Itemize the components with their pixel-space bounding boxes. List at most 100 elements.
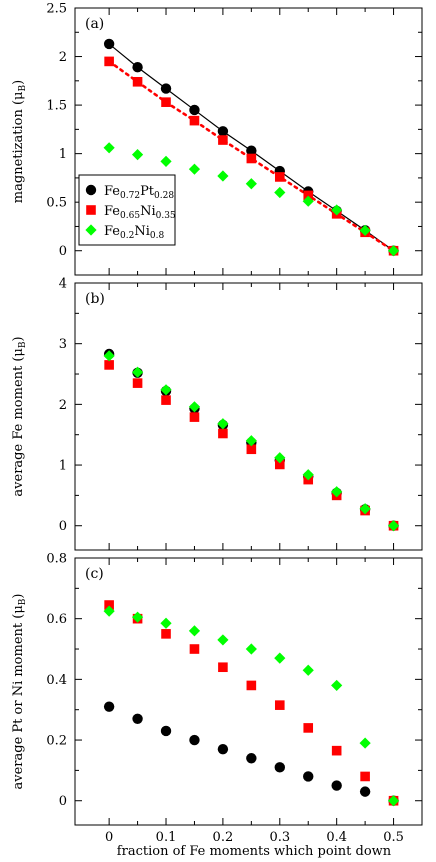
y-axis-label-text: average Fe moment (μB) bbox=[11, 336, 28, 496]
x-tick-label: 0 bbox=[105, 830, 113, 845]
data-point-FeNi80 bbox=[302, 195, 314, 207]
data-point-FeNi35 bbox=[104, 56, 114, 67]
data-point-FeNi35 bbox=[104, 360, 114, 370]
y-tick-label: 0.2 bbox=[46, 734, 67, 749]
panel-b: 0 1 2 3 4 average Fe moment (μB) (b) bbox=[11, 277, 423, 551]
y-axis-label-text: average Pt or Ni moment (μB) bbox=[11, 594, 28, 790]
y-tick-label: 2.5 bbox=[46, 2, 67, 17]
y-tick-label: 4 bbox=[59, 277, 67, 292]
data-point-FeNi35 bbox=[161, 629, 171, 639]
y-tick-label: 1.5 bbox=[46, 99, 67, 114]
y-tick-label: 1 bbox=[59, 147, 67, 162]
y-axis-label-text: magnetization (μB) bbox=[11, 80, 28, 203]
data-point-FeNi80 bbox=[302, 469, 314, 481]
legend: Fe0.72Pt0.28 Fe0.65Ni0.35 Fe0.2Ni0.8 bbox=[78, 174, 176, 246]
y-tick-label: 0.5 bbox=[46, 196, 67, 211]
data-point-FeNi80 bbox=[160, 384, 172, 396]
data-point-FeNi80 bbox=[217, 418, 229, 430]
data-point-FeNi80 bbox=[359, 737, 371, 749]
data-point-FeNi35 bbox=[132, 76, 143, 87]
data-point-FeNi80 bbox=[188, 401, 201, 413]
panel-label: (c) bbox=[85, 566, 104, 582]
data-point-FeNi35 bbox=[218, 135, 228, 145]
data-point-FeNi80 bbox=[103, 350, 115, 362]
data-point-FePt bbox=[274, 762, 285, 773]
data-point-FeNi35 bbox=[189, 115, 200, 126]
data-point-FeNi80 bbox=[160, 617, 172, 629]
data-point-FeNi80 bbox=[387, 795, 400, 807]
y-tick-label: 0.4 bbox=[46, 673, 67, 688]
data-point-FeNi35 bbox=[274, 459, 285, 470]
data-point-FeNi35 bbox=[274, 172, 285, 182]
panel-a: 0 0.5 1 1.5 2 2.5 magnetization (μB) (a) Fe0.72P… bbox=[11, 2, 423, 276]
legend-label: Fe0.65Ni0.35 bbox=[104, 204, 176, 221]
data-point-FePt bbox=[217, 743, 229, 755]
data-point-FeNi80 bbox=[274, 452, 286, 464]
y-tick-label: 0 bbox=[59, 794, 67, 809]
y-tick-label: 2 bbox=[59, 398, 67, 413]
data-point-FeNi80 bbox=[302, 664, 314, 676]
data-point-FePt bbox=[189, 104, 200, 116]
panel-label: (b) bbox=[85, 291, 105, 307]
data-point-FePt bbox=[189, 734, 200, 746]
data-point-FePt bbox=[103, 38, 115, 50]
legend-marker-FePt bbox=[85, 184, 97, 196]
data-point-FeNi35 bbox=[246, 444, 257, 455]
x-tick-label: 0.3 bbox=[269, 830, 290, 845]
series-line-FeNi35 bbox=[107, 60, 395, 253]
legend-label: Fe0.72Pt0.28 bbox=[104, 184, 174, 201]
legend-marker-FeNi35 bbox=[86, 205, 96, 215]
data-point-FeNi35 bbox=[189, 412, 200, 422]
data-point-FeNi80 bbox=[245, 435, 257, 447]
data-point-FeNi80 bbox=[331, 204, 343, 216]
data-point-FeNi35 bbox=[218, 428, 228, 439]
data-point-FePt bbox=[246, 145, 257, 156]
data-point-FeNi80 bbox=[245, 643, 257, 655]
plot-frame bbox=[74, 557, 423, 826]
panel-c: 0 0.1 0.2 0.3 0.4 0.5 0 0.2 0.4 0.6 0.8 average Pt … bbox=[11, 552, 423, 845]
data-point-FeNi80 bbox=[331, 679, 343, 692]
data-point-FeNi35 bbox=[218, 662, 228, 673]
x-axis-label: fraction of Fe moments which point down bbox=[117, 844, 392, 859]
data-point-FeNi80 bbox=[131, 611, 144, 623]
plot-frame bbox=[74, 282, 423, 551]
data-point-FeNi80 bbox=[274, 186, 286, 199]
data-point-FePt bbox=[132, 62, 143, 73]
data-point-FeNi80 bbox=[217, 170, 229, 182]
y-axis-label: average Pt or Ni moment (μB) bbox=[11, 594, 28, 790]
data-point-FeNi80 bbox=[387, 520, 400, 532]
y-axis-label: magnetization (μB) bbox=[11, 80, 28, 203]
data-point-FeNi80 bbox=[274, 652, 286, 664]
y-tick-label: 0.8 bbox=[46, 552, 67, 567]
data-point-FePt bbox=[331, 780, 342, 791]
data-point-FePt bbox=[246, 753, 257, 764]
y-tick-label: 0 bbox=[59, 519, 67, 534]
data-point-FeNi35 bbox=[161, 395, 171, 405]
legend-marker-FeNi80 bbox=[85, 224, 97, 236]
data-point-FeNi80 bbox=[131, 366, 144, 378]
data-point-FeNi35 bbox=[331, 745, 342, 756]
data-point-FePt bbox=[132, 713, 143, 725]
data-point-FeNi35 bbox=[360, 771, 370, 782]
data-point-FeNi80 bbox=[131, 149, 144, 161]
data-point-FeNi80 bbox=[245, 178, 257, 190]
x-tick-label: 0.4 bbox=[326, 830, 347, 845]
data-point-FeNi80 bbox=[188, 163, 201, 175]
data-point-FeNi80 bbox=[217, 634, 229, 646]
data-point-FeNi35 bbox=[132, 378, 143, 388]
y-tick-label: 2 bbox=[59, 50, 67, 65]
x-tick-label: 0.2 bbox=[213, 830, 234, 845]
data-point-FePt bbox=[359, 786, 371, 797]
data-point-FeNi35 bbox=[189, 644, 200, 654]
data-point-FeNi35 bbox=[104, 600, 114, 610]
data-point-FeNi80 bbox=[359, 503, 371, 515]
panel-label: (a) bbox=[85, 16, 104, 32]
data-point-FeNi35 bbox=[246, 680, 257, 691]
data-point-FePt bbox=[160, 725, 172, 737]
legend-label: Fe0.2Ni0.8 bbox=[104, 224, 164, 241]
plot-frame bbox=[74, 7, 423, 276]
data-point-FeNi35 bbox=[246, 153, 257, 164]
data-point-FePt bbox=[103, 701, 115, 712]
data-point-FeNi35 bbox=[303, 723, 314, 733]
